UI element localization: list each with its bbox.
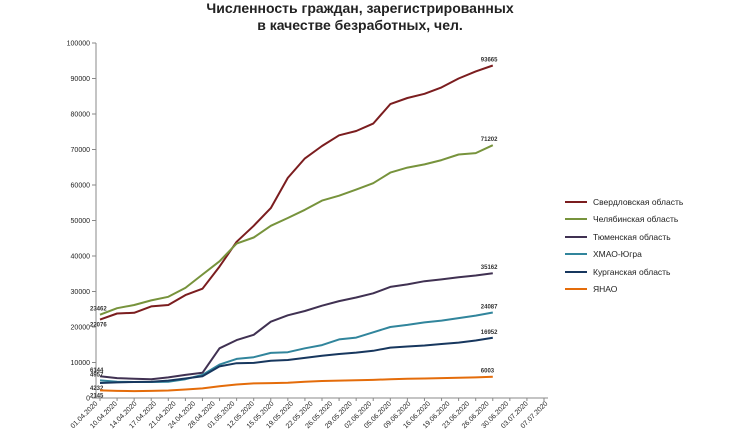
data-label: 35162 [481,265,498,271]
data-label: 6144 [90,368,104,374]
chart-title-line-2: в качестве безработных, чел. [257,17,463,33]
data-label: 23462 [90,307,107,313]
chart-title-line-1: Численность граждан, зарегистрированных [206,0,514,16]
data-label: 2145 [90,393,104,399]
legend-swatch [565,200,587,203]
series-line-3 [99,272,493,381]
legend-item: Свердловская область [565,193,730,211]
data-label: 4232 [90,386,104,392]
legend-label: Челябинская область [593,214,679,225]
data-label: 24087 [481,304,498,310]
legend-item: Курганская область [565,263,730,281]
legend-swatch [565,288,587,291]
y-tick-label: 80000 [71,112,91,119]
chart-legend: Свердловская область Челябинская область Т… [565,193,730,298]
legend-swatch [565,218,587,221]
y-tick-label: 30000 [71,289,91,296]
series-line-2 [99,144,494,316]
data-label: 4957 [90,372,104,378]
y-tick-label: 10000 [71,360,91,367]
legend-swatch [565,235,587,238]
y-tick-label: 90000 [71,76,91,83]
legend-label: Свердловская область [593,196,684,207]
legend-item: Челябинская область [565,211,730,229]
series-line-6 [99,375,493,393]
y-tick-label: 0 [86,396,90,403]
legend-label: ХМАО-Югра [593,249,642,260]
legend-item: Тюменская область [565,228,730,246]
legend-label: Курганская область [593,266,671,277]
series-line-4 [99,311,493,383]
y-tick-label: 20000 [71,325,91,332]
data-label: 93665 [481,57,498,63]
y-tick-label: 50000 [71,218,91,225]
data-label: 71202 [481,137,498,143]
legend-swatch [565,270,587,273]
legend-swatch [565,253,587,256]
data-label: 22076 [90,323,107,329]
legend-item: ЯНАО [565,281,730,299]
series-line-5 [99,336,493,384]
legend-label: ЯНАО [593,284,618,295]
y-tick-label: 60000 [71,183,91,190]
y-tick-label: 40000 [71,254,91,261]
chart-title: Численность граждан, зарегистрированных … [200,0,520,34]
data-label: 16952 [481,330,498,336]
data-label: 6003 [481,369,495,375]
series-line-1 [99,64,494,321]
legend-item: ХМАО-Югра [565,246,730,264]
legend-label: Тюменская область [593,231,671,242]
y-tick-label: 70000 [71,147,91,154]
y-tick-label: 100000 [67,41,90,48]
